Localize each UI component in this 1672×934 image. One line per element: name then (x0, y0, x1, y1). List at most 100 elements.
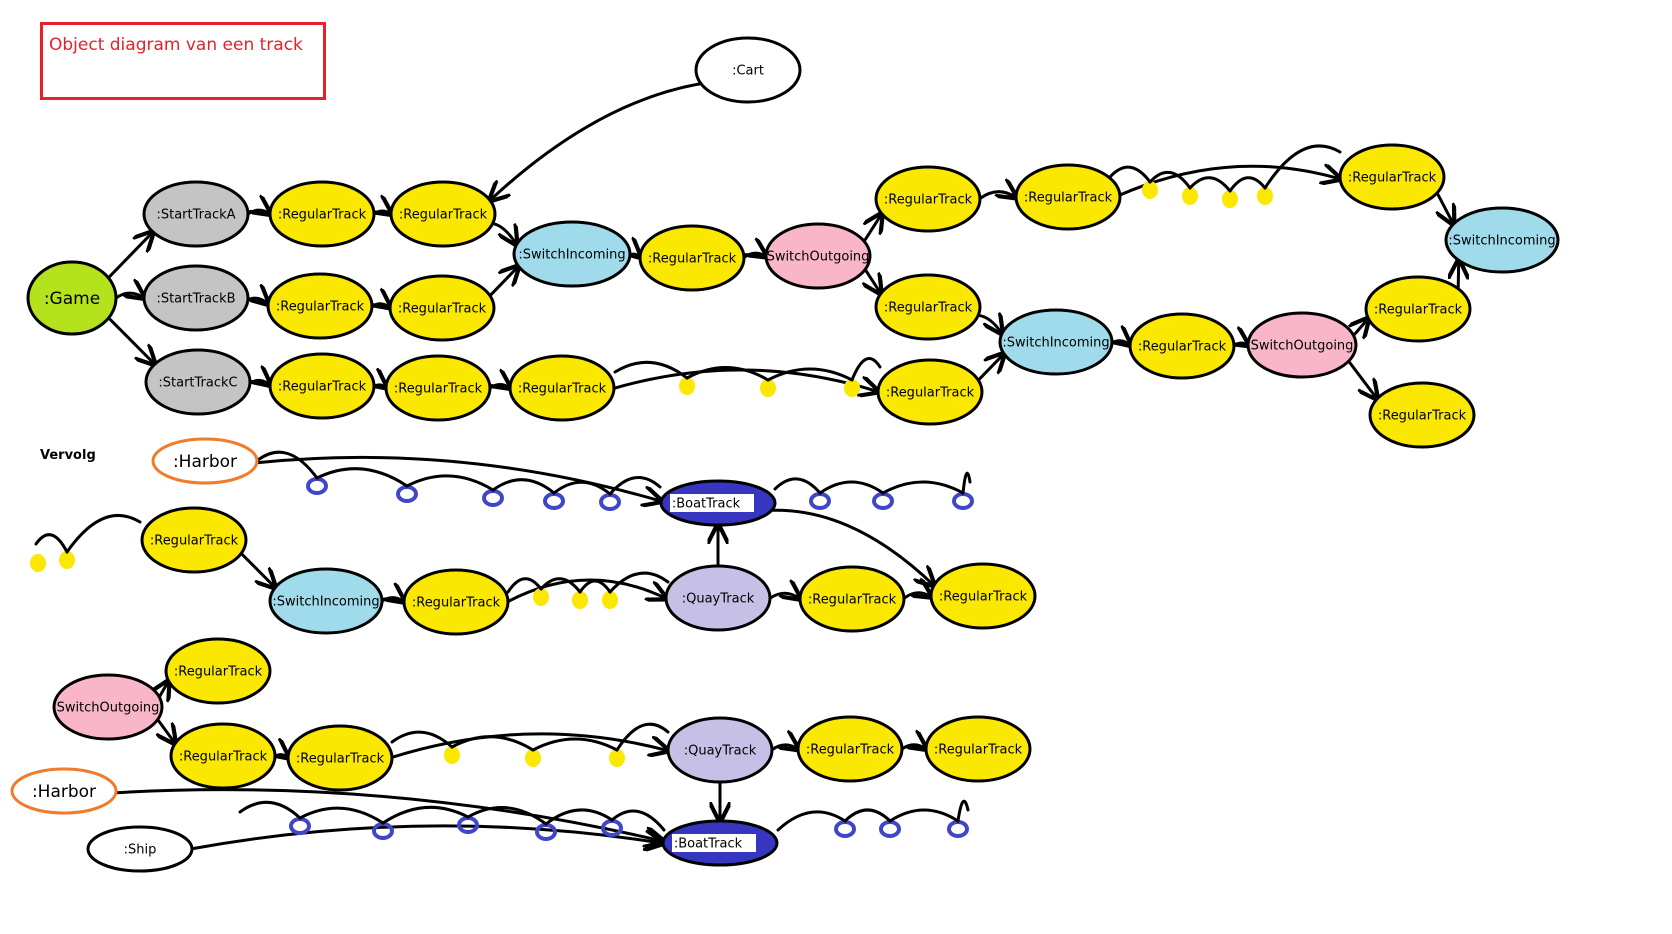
continuation-arc (766, 367, 854, 382)
node-so1: SwitchOutgoing (764, 222, 872, 290)
edge-r10-si2 (976, 315, 1002, 333)
track-continuation-dot (30, 554, 46, 572)
node-label-sb: :StartTrackB (156, 292, 235, 307)
node-label-si4: :SwitchIncoming (272, 595, 379, 610)
continuation-arc (1228, 176, 1267, 193)
node-r14: :RegularTrack (1128, 312, 1236, 380)
node-boat1: :BoatTrack (659, 479, 777, 527)
dots-layer (30, 144, 1342, 841)
water-continuation-dot (947, 820, 969, 838)
node-sc: :StartTrackC (144, 348, 252, 416)
water-continuation-dot (289, 817, 311, 835)
track-continuation-dot (533, 588, 549, 606)
edge-sa-r1 (246, 210, 270, 214)
node-label-boat2: :BoatTrack (674, 837, 743, 852)
node-label-r4: :RegularTrack (398, 302, 487, 317)
track-continuation-dot (609, 749, 625, 767)
node-label-r21: :RegularTrack (174, 665, 263, 680)
node-si1: :SwitchIncoming (512, 220, 632, 288)
edge-r22-r23 (275, 755, 288, 758)
water-continuation-dot (535, 823, 557, 841)
node-label-r2: :RegularTrack (399, 208, 488, 223)
track-continuation-dot (525, 749, 541, 767)
track-continuation-dot (844, 379, 860, 397)
continuation-arc (466, 806, 548, 826)
node-label-r24: :RegularTrack (806, 743, 895, 758)
node-quay2: :QuayTrack (666, 716, 774, 784)
node-shape-si4 (268, 567, 384, 635)
node-label-r14: :RegularTrack (1138, 340, 1227, 355)
node-shape-so1 (764, 222, 872, 290)
edge-r4-si1 (488, 266, 518, 298)
edge-si2-r14 (1112, 341, 1130, 345)
water-continuation-dot (482, 489, 504, 507)
node-label-r19: :RegularTrack (808, 593, 897, 608)
node-label-r15: :RegularTrack (1374, 303, 1463, 318)
track-continuation-dot (1142, 181, 1158, 199)
node-r15: :RegularTrack (1364, 275, 1472, 343)
node-label-r10: :RegularTrack (884, 301, 973, 316)
node-label-r25: :RegularTrack (934, 743, 1023, 758)
node-shape-si3 (1444, 206, 1560, 274)
node-label-r9: :RegularTrack (884, 193, 973, 208)
edge-cart-r2 (490, 82, 703, 201)
edges-layer (106, 82, 1458, 849)
water-continuation-dot (306, 477, 328, 495)
node-shape-sb (142, 264, 250, 332)
edge-r1-r2 (374, 211, 391, 214)
continuation-arc (615, 722, 670, 752)
water-continuation-dot (952, 492, 974, 510)
edge-game-sa (106, 232, 153, 280)
edge-r3-r4 (372, 304, 390, 308)
node-label-ship: :Ship (124, 843, 157, 858)
node-label-so1: SwitchOutgoing (767, 250, 870, 265)
edge-so3-r22 (158, 718, 175, 744)
node-r10: :RegularTrack (874, 273, 982, 341)
node-label-r20: :RegularTrack (939, 590, 1028, 605)
node-cart: :Cart (694, 36, 802, 104)
continuation-arc (65, 513, 142, 554)
track-continuation-dot (572, 591, 588, 609)
node-shape-r17 (140, 506, 248, 574)
node-shape-r23 (286, 724, 394, 792)
node-label-game: :Game (44, 289, 100, 309)
node-r7: :RegularTrack (508, 354, 616, 422)
node-r24: :RegularTrack (796, 715, 904, 783)
boat-label-box (672, 834, 756, 852)
node-quay1: :QuayTrack (664, 564, 772, 632)
node-r9: :RegularTrack (874, 165, 982, 233)
node-shape-r15 (1364, 275, 1472, 343)
node-label-r17: :RegularTrack (150, 534, 239, 549)
continuation-arc (613, 360, 689, 380)
track-continuation-dot (1182, 187, 1198, 205)
node-shape-r2 (389, 180, 497, 248)
node-label-r11: :RegularTrack (886, 386, 975, 401)
node-shape-r5 (268, 352, 376, 420)
continuation-arc (610, 809, 666, 832)
continuation-arc (390, 730, 454, 749)
node-shape-si1 (512, 220, 632, 288)
node-ship: :Ship (86, 825, 194, 873)
continuation-arc (608, 571, 670, 594)
node-label-si1: :SwitchIncoming (518, 248, 625, 263)
track-continuation-dot (679, 377, 695, 395)
diagram-title: Object diagram van een track (40, 22, 326, 100)
node-shape-r25 (924, 715, 1032, 783)
node-so2: SwitchOutgoing (1246, 311, 1358, 379)
node-r20: :RegularTrack (929, 562, 1037, 630)
node-r25: :RegularTrack (924, 715, 1032, 783)
node-r8: :RegularTrack (638, 224, 746, 292)
continuation-arc (881, 480, 965, 495)
water-continuation-dot (872, 492, 894, 510)
continuation-arc (1263, 144, 1342, 190)
node-boat2: :BoatTrack (661, 819, 779, 867)
node-r11: :RegularTrack (876, 358, 984, 426)
node-sa: :StartTrackA (142, 180, 250, 248)
continuation-arc (773, 477, 822, 495)
continuation-arc (539, 577, 582, 594)
node-shape-ship (86, 825, 194, 873)
node-label-sa: :StartTrackA (156, 208, 235, 223)
track-continuation-dot (1222, 190, 1238, 208)
boat-label-box (670, 494, 754, 512)
